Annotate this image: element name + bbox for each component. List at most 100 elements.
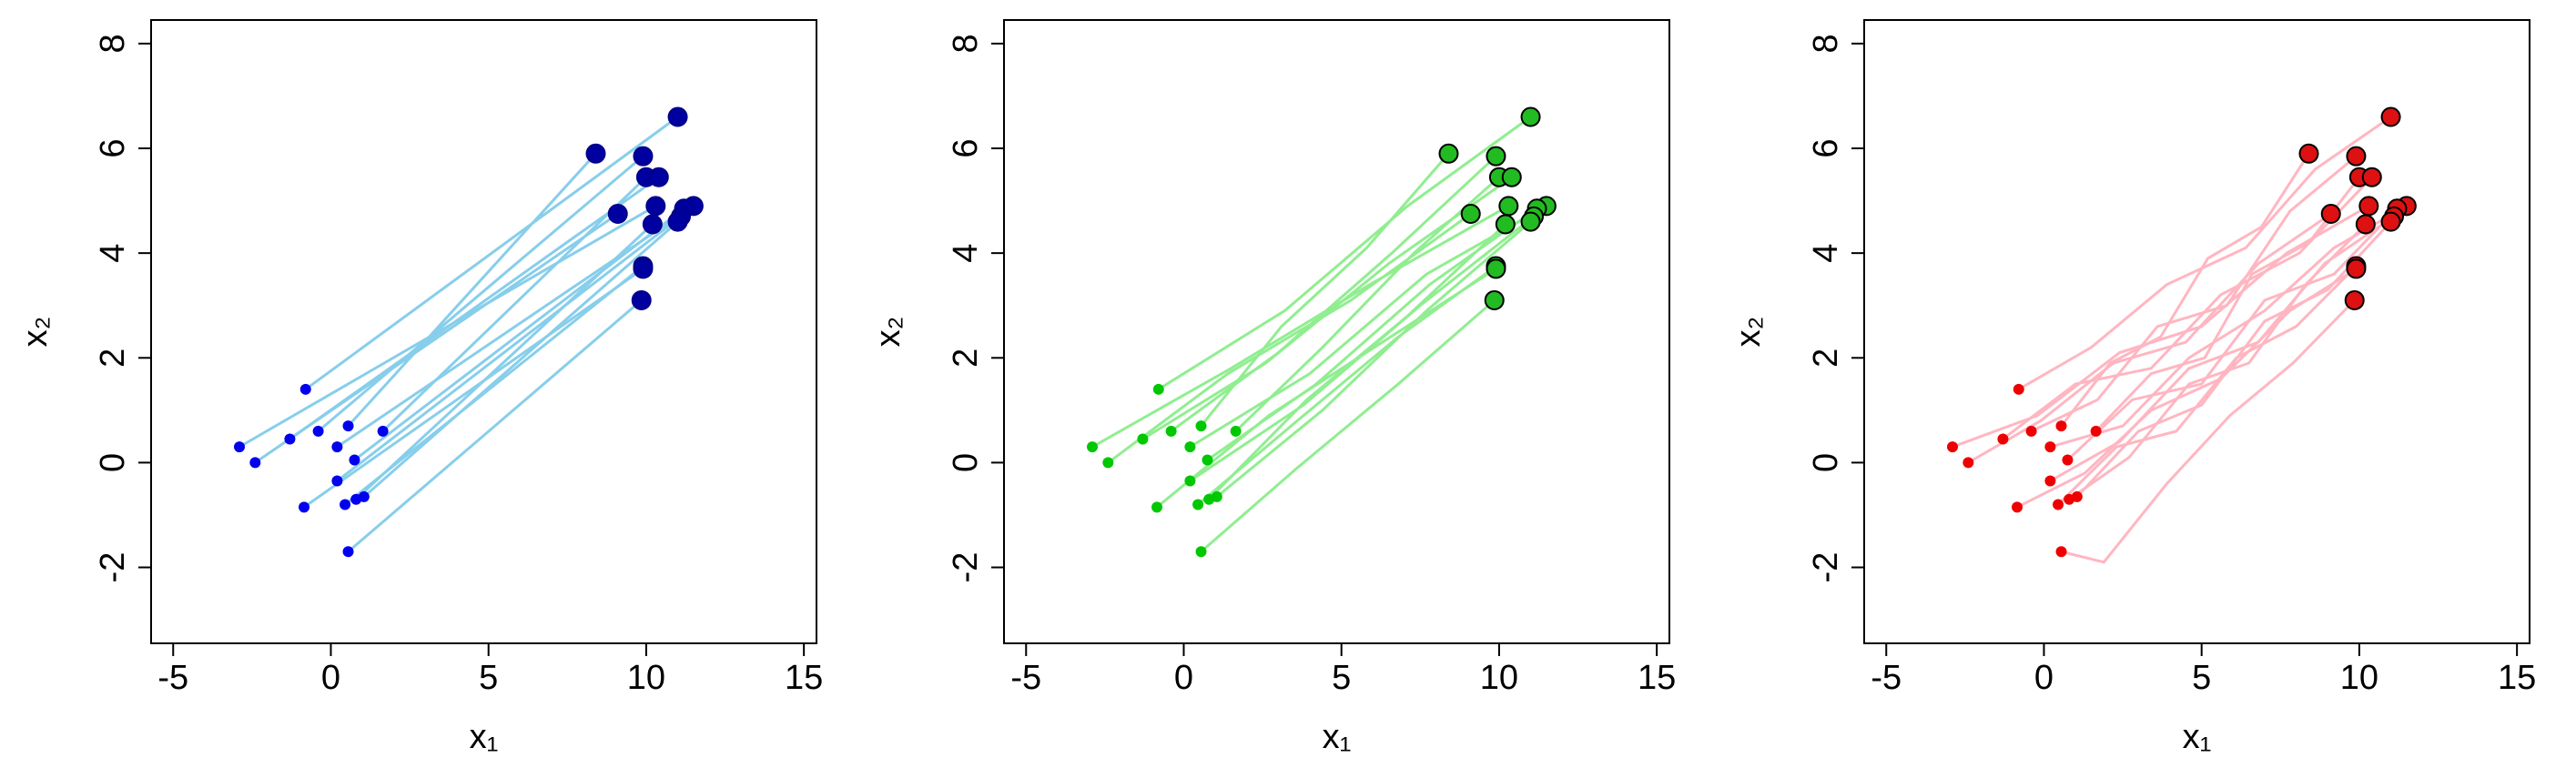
start-point (1192, 499, 1204, 510)
x-tick-label: 5 (479, 659, 498, 697)
end-point (1460, 203, 1481, 224)
y-tick-label: -2 (94, 552, 132, 583)
start-point (299, 383, 311, 395)
trajectory (344, 265, 644, 506)
end-point (1484, 289, 1505, 310)
end-point (633, 146, 654, 167)
start-point (2025, 425, 2037, 437)
start-point (1202, 454, 1213, 466)
end-point (1501, 167, 1522, 187)
x-tick-label: 5 (1332, 659, 1351, 697)
x-axis-label: x₁ (2183, 718, 2212, 756)
x-tick-label: -5 (1871, 659, 1902, 697)
start-point (1997, 433, 2009, 445)
trajectory (1189, 215, 1535, 482)
trajectory (2066, 207, 2399, 461)
trajectory (2068, 223, 2367, 500)
y-axis-label: x₂ (1729, 317, 1768, 348)
start-point (2055, 420, 2067, 432)
start-point (1087, 441, 1099, 453)
x-axis-label: x₁ (470, 718, 499, 756)
x-tick-label: -5 (1010, 659, 1041, 697)
trajectory (1091, 205, 1510, 449)
start-point (2012, 501, 2023, 513)
trajectory (2057, 265, 2358, 506)
trajectory (1156, 268, 1497, 509)
start-point (1195, 546, 1207, 558)
end-point (1495, 214, 1516, 235)
start-point (2055, 546, 2067, 558)
end-point (2320, 203, 2341, 224)
panel: -5 0 5 10 15 -2 0 2 4 6 8 x₁ x₂ (1729, 19, 2536, 756)
end-point (667, 211, 688, 232)
y-tick-label: 2 (1807, 349, 1845, 368)
trajectory (2060, 152, 2310, 428)
trajectory (1189, 205, 1547, 449)
y-tick-label: 4 (947, 244, 985, 263)
end-point (2346, 146, 2367, 167)
start-point (2044, 441, 2056, 453)
plot-frame (1003, 19, 1670, 644)
y-tick-label: 0 (947, 453, 985, 472)
end-point (642, 214, 663, 235)
x-tick-label: 0 (2034, 659, 2054, 697)
end-point (1438, 143, 1459, 164)
trajectory (317, 155, 644, 433)
trajectory (336, 215, 682, 482)
start-point (299, 501, 310, 513)
end-point (633, 258, 654, 279)
start-point (2044, 475, 2056, 487)
y-tick-label: 0 (1807, 453, 1845, 472)
trajectory (355, 223, 654, 500)
start-point (284, 433, 296, 445)
end-point (631, 289, 652, 310)
start-point (331, 441, 343, 453)
trajectory (362, 220, 679, 498)
end-point (2380, 211, 2401, 232)
start-point (1152, 383, 1164, 395)
trajectory (2016, 268, 2358, 509)
y-tick-label: 6 (947, 138, 985, 157)
start-point (349, 454, 360, 466)
start-point (249, 457, 261, 469)
y-tick-label: 2 (947, 349, 985, 368)
trajectory (238, 205, 657, 449)
start-point (1184, 475, 1196, 487)
x-tick-label: 0 (321, 659, 340, 697)
y-tick-label: 8 (94, 34, 132, 53)
y-tick-label: 8 (1807, 34, 1845, 53)
trajectory (1206, 207, 1538, 461)
end-point (648, 167, 669, 187)
x-tick-label: 10 (2340, 659, 2378, 697)
trajectory (2030, 155, 2358, 433)
trajectory (304, 116, 679, 391)
start-point (340, 499, 351, 510)
plot-frame (1863, 19, 2530, 644)
end-point (667, 106, 688, 127)
start-point (312, 425, 324, 437)
end-point (2298, 143, 2319, 164)
start-point (2053, 499, 2064, 510)
x-tick-label: 5 (2192, 659, 2211, 697)
y-tick-label: 4 (94, 244, 132, 263)
trajectory (347, 298, 643, 553)
end-point (2355, 214, 2376, 235)
trajectory (1200, 298, 1496, 553)
trajectory (1170, 155, 1497, 433)
y-tick-label: -2 (1807, 552, 1845, 583)
plot-frame (150, 19, 817, 644)
start-point (2013, 383, 2024, 395)
start-point (2064, 493, 2075, 505)
y-tick-label: -2 (947, 552, 985, 583)
x-tick-label: 10 (627, 659, 665, 697)
y-tick-label: 2 (94, 349, 132, 368)
start-point (2090, 425, 2102, 437)
panel: -5 0 5 10 15 -2 0 2 4 6 8 x₁ x₂ (869, 19, 1676, 756)
start-point (1195, 420, 1207, 432)
end-point (585, 143, 606, 164)
panel: -5 0 5 10 15 -2 0 2 4 6 8 x₁ x₂ (16, 19, 823, 756)
end-point (1486, 146, 1506, 167)
end-point (1486, 258, 1506, 279)
trajectory (2018, 116, 2392, 391)
